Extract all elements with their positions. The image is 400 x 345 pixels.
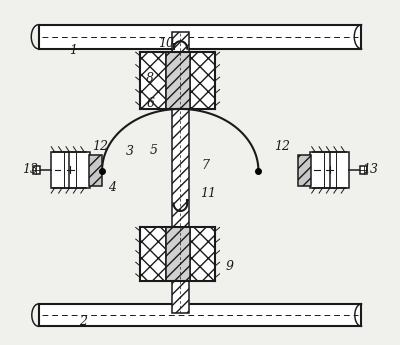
Bar xyxy=(89,155,102,186)
Text: 8: 8 xyxy=(146,71,154,85)
Text: 2: 2 xyxy=(79,315,87,328)
Text: 13: 13 xyxy=(22,163,38,176)
Text: 12: 12 xyxy=(92,140,108,153)
Text: 1: 1 xyxy=(69,44,77,57)
Bar xyxy=(190,52,216,109)
Text: 12: 12 xyxy=(274,140,290,153)
Bar xyxy=(298,155,311,186)
Text: 11: 11 xyxy=(200,187,216,200)
Bar xyxy=(33,166,40,174)
Bar xyxy=(310,152,350,188)
Bar xyxy=(140,227,166,281)
Text: 4: 4 xyxy=(108,181,116,195)
Text: 5: 5 xyxy=(150,144,158,157)
Bar xyxy=(140,52,166,109)
Bar xyxy=(360,166,367,174)
Bar xyxy=(38,25,362,49)
Text: 10: 10 xyxy=(158,37,174,50)
Bar xyxy=(166,52,190,109)
Text: 7: 7 xyxy=(201,159,209,172)
Text: 6: 6 xyxy=(146,97,154,110)
Bar xyxy=(190,227,216,281)
Bar xyxy=(38,304,362,326)
Text: 3: 3 xyxy=(126,145,134,158)
Bar xyxy=(50,152,90,188)
Text: 9: 9 xyxy=(225,260,233,274)
Text: 13: 13 xyxy=(362,163,378,176)
Bar xyxy=(166,227,190,281)
Bar xyxy=(172,32,189,313)
